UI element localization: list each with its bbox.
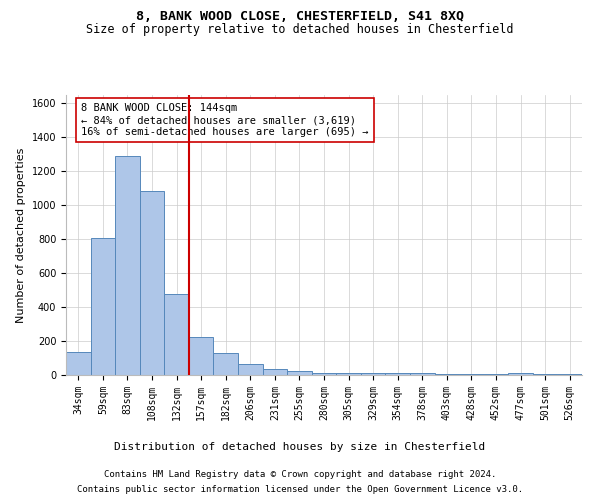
- Bar: [533, 374, 557, 375]
- Bar: [238, 364, 263, 375]
- Bar: [189, 337, 214, 375]
- Bar: [410, 374, 434, 375]
- Bar: [115, 156, 140, 375]
- Text: Size of property relative to detached houses in Chesterfield: Size of property relative to detached ho…: [86, 22, 514, 36]
- Y-axis label: Number of detached properties: Number of detached properties: [16, 148, 26, 322]
- Bar: [434, 374, 459, 375]
- Bar: [508, 374, 533, 375]
- Bar: [66, 352, 91, 375]
- Text: Contains HM Land Registry data © Crown copyright and database right 2024.: Contains HM Land Registry data © Crown c…: [104, 470, 496, 479]
- Bar: [336, 374, 361, 375]
- Bar: [459, 374, 484, 375]
- Bar: [484, 374, 508, 375]
- Bar: [214, 353, 238, 375]
- Bar: [385, 374, 410, 375]
- Bar: [164, 294, 189, 375]
- Text: Contains public sector information licensed under the Open Government Licence v3: Contains public sector information licen…: [77, 485, 523, 494]
- Bar: [140, 191, 164, 375]
- Text: 8, BANK WOOD CLOSE, CHESTERFIELD, S41 8XQ: 8, BANK WOOD CLOSE, CHESTERFIELD, S41 8X…: [136, 10, 464, 23]
- Text: Distribution of detached houses by size in Chesterfield: Distribution of detached houses by size …: [115, 442, 485, 452]
- Bar: [361, 374, 385, 375]
- Bar: [287, 372, 312, 375]
- Bar: [312, 374, 336, 375]
- Bar: [557, 374, 582, 375]
- Text: 8 BANK WOOD CLOSE: 144sqm
← 84% of detached houses are smaller (3,619)
16% of se: 8 BANK WOOD CLOSE: 144sqm ← 84% of detac…: [82, 104, 369, 136]
- Bar: [91, 238, 115, 375]
- Bar: [263, 369, 287, 375]
